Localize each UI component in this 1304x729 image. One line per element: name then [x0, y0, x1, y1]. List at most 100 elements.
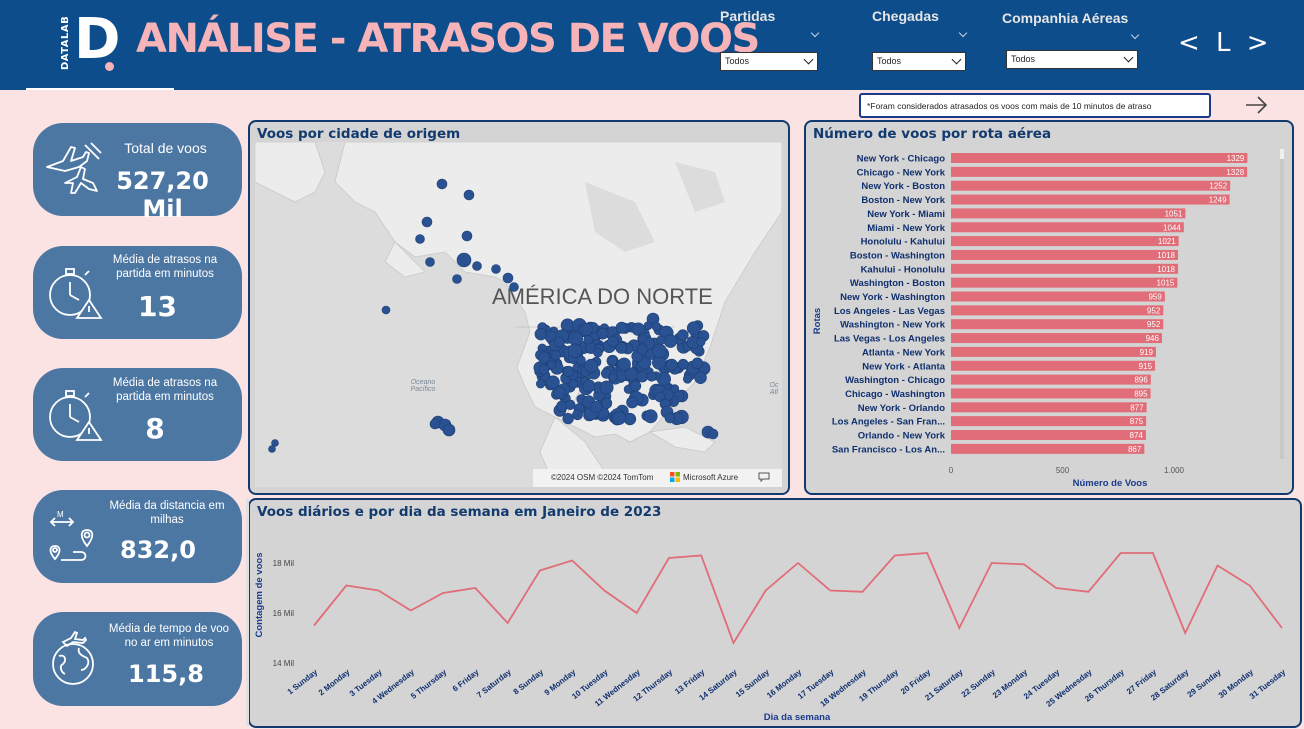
map-point[interactable]: [491, 264, 501, 274]
map-point[interactable]: [608, 372, 618, 382]
route-bar[interactable]: [951, 346, 1156, 357]
route-bar[interactable]: [951, 333, 1162, 344]
map-point[interactable]: [615, 341, 628, 354]
route-bar[interactable]: [951, 180, 1231, 191]
map-point[interactable]: [691, 357, 704, 370]
map-point[interactable]: [677, 329, 689, 341]
route-bar[interactable]: [951, 402, 1147, 413]
routes-scrollbar-thumb[interactable]: [1280, 149, 1284, 159]
arrow-right-icon[interactable]: [1244, 92, 1270, 118]
route-bar[interactable]: [951, 236, 1179, 247]
map-point[interactable]: [670, 384, 680, 393]
map-point[interactable]: [582, 379, 596, 393]
route-bar[interactable]: [951, 430, 1146, 440]
map-point[interactable]: [626, 396, 639, 409]
map-point[interactable]: [599, 380, 614, 395]
map-point[interactable]: [596, 327, 609, 340]
filter-companhia-dropdown[interactable]: Todos: [1006, 50, 1138, 69]
map-point[interactable]: [425, 257, 435, 267]
map-point[interactable]: [568, 331, 583, 347]
map-point[interactable]: [643, 409, 658, 424]
map-point[interactable]: [436, 178, 448, 190]
map-point[interactable]: [663, 334, 678, 348]
panel-resize-edge[interactable]: [246, 498, 249, 726]
map-point[interactable]: [536, 379, 546, 389]
map-point[interactable]: [593, 348, 603, 358]
map-point[interactable]: [707, 428, 719, 440]
route-bar[interactable]: [951, 194, 1230, 205]
map-point[interactable]: [677, 358, 689, 370]
map-point[interactable]: [546, 375, 560, 390]
map-point[interactable]: [550, 350, 561, 361]
map-point[interactable]: [579, 322, 593, 337]
route-bar[interactable]: [951, 166, 1248, 177]
map-point[interactable]: [636, 370, 648, 383]
map-point[interactable]: [637, 334, 647, 343]
chevron-down-icon[interactable]: [1130, 30, 1140, 40]
route-bar[interactable]: [951, 249, 1179, 260]
map-point[interactable]: [601, 397, 613, 409]
map-point[interactable]: [538, 351, 551, 364]
map-point[interactable]: [629, 380, 642, 392]
map-point[interactable]: [664, 412, 676, 424]
map-point[interactable]: [682, 374, 693, 384]
map-point[interactable]: [381, 305, 391, 315]
map-point[interactable]: [607, 356, 618, 366]
map-point[interactable]: [651, 321, 661, 332]
map-point[interactable]: [271, 439, 279, 447]
route-bar[interactable]: [951, 305, 1164, 316]
map-point[interactable]: [631, 322, 645, 336]
map-point[interactable]: [509, 282, 519, 292]
map-point[interactable]: [565, 399, 576, 410]
map-point[interactable]: [686, 321, 701, 336]
map-point[interactable]: [562, 412, 574, 425]
map-point[interactable]: [607, 336, 619, 348]
chevron-down-icon[interactable]: [810, 28, 820, 38]
map-point[interactable]: [696, 337, 706, 347]
map-point[interactable]: [421, 216, 433, 228]
route-bar[interactable]: [951, 208, 1186, 219]
route-bar[interactable]: [951, 443, 1145, 454]
map-point[interactable]: [456, 252, 472, 268]
map-point[interactable]: [567, 343, 583, 359]
map-point[interactable]: [562, 365, 574, 377]
page-nav-buttons[interactable]: < L >: [1178, 28, 1273, 58]
map-point[interactable]: [656, 335, 666, 345]
map-point[interactable]: [534, 327, 548, 341]
route-bar[interactable]: [951, 222, 1184, 233]
map-point[interactable]: [268, 445, 276, 453]
map-point[interactable]: [546, 360, 556, 370]
route-bar[interactable]: [951, 416, 1147, 427]
map-point[interactable]: [502, 272, 514, 284]
map-point[interactable]: [617, 357, 631, 371]
route-bar[interactable]: [951, 263, 1179, 274]
filter-partidas-dropdown[interactable]: Todos: [720, 52, 818, 71]
route-bar[interactable]: [951, 291, 1165, 302]
map-point[interactable]: [472, 261, 482, 271]
map-point[interactable]: [694, 371, 707, 384]
route-bar[interactable]: [951, 277, 1178, 288]
map-point[interactable]: [442, 423, 456, 437]
map-point[interactable]: [646, 371, 657, 382]
map-point[interactable]: [461, 230, 473, 242]
map-point[interactable]: [583, 335, 593, 345]
map-canvas[interactable]: AMÉRICA DO NORTE Oceano Pacífico Oc Atl …: [255, 142, 782, 487]
map-point[interactable]: [575, 355, 586, 366]
route-bar[interactable]: [951, 153, 1248, 163]
map-point[interactable]: [538, 364, 550, 375]
map-points-layer[interactable]: [255, 142, 782, 487]
routes-scrollbar[interactable]: [1280, 149, 1284, 459]
map-point[interactable]: [665, 358, 678, 371]
map-point[interactable]: [415, 234, 425, 244]
map-point[interactable]: [553, 386, 566, 399]
map-point[interactable]: [452, 274, 462, 284]
map-point[interactable]: [572, 409, 583, 421]
route-bar[interactable]: [951, 374, 1151, 385]
map-point[interactable]: [590, 400, 603, 413]
map-point[interactable]: [615, 321, 628, 334]
route-bar[interactable]: [951, 360, 1156, 371]
map-point[interactable]: [553, 336, 565, 348]
map-point[interactable]: [637, 343, 649, 355]
map-point[interactable]: [463, 189, 475, 201]
filter-chegadas-dropdown[interactable]: Todos: [872, 52, 966, 71]
